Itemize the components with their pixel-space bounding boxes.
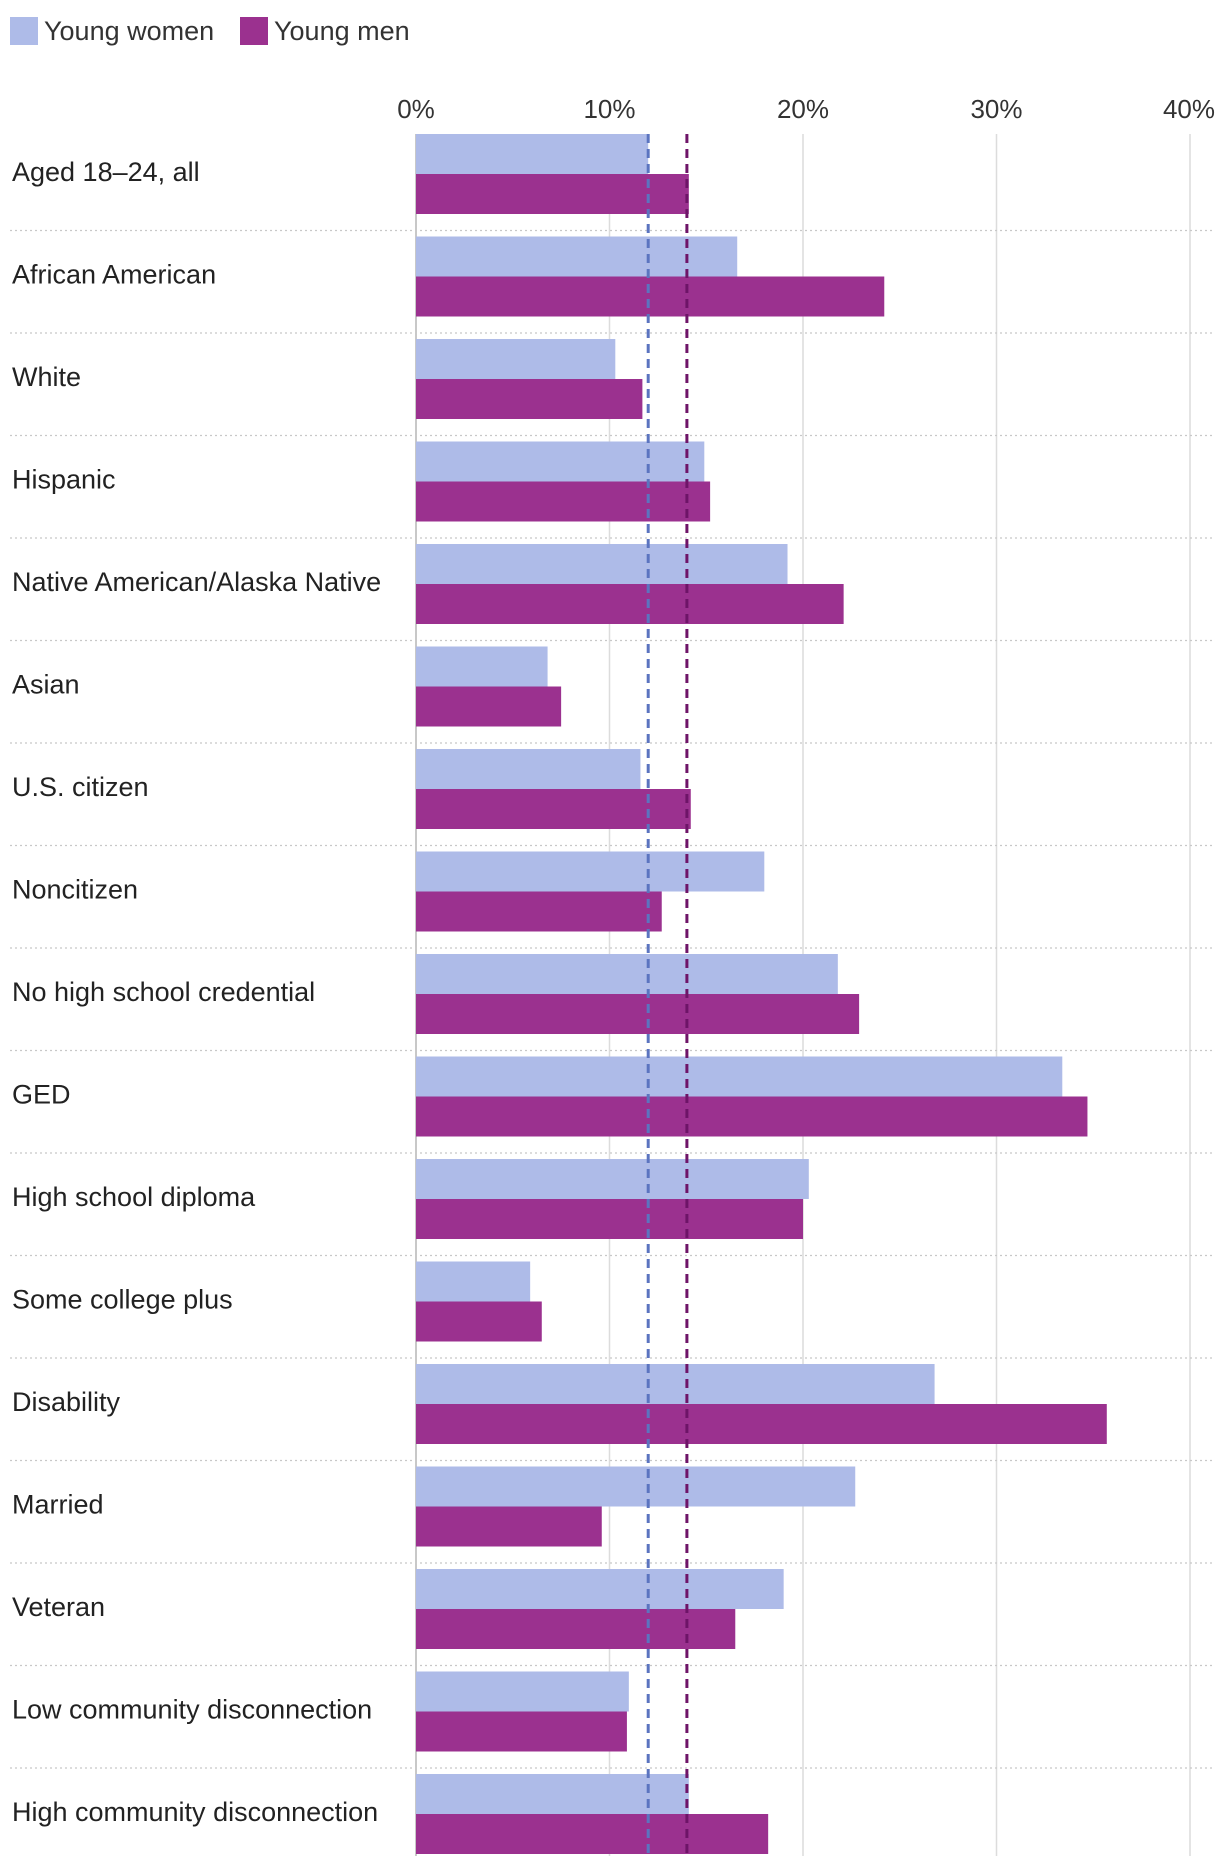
category-label: High school diploma <box>12 1182 256 1212</box>
bar-young-men-high-community-disconnection <box>416 1814 769 1854</box>
x-tick-label: 0% <box>397 94 435 124</box>
bar-young-men-ged <box>416 1096 1088 1137</box>
bar-young-men-married <box>416 1506 602 1547</box>
bar-young-women-noncitizen <box>416 851 765 892</box>
category-label: Some college plus <box>12 1285 233 1315</box>
x-tick-label: 20% <box>777 94 829 124</box>
category-label: Disability <box>12 1387 121 1417</box>
category-label: Native American/Alaska Native <box>12 567 381 597</box>
category-label: Veteran <box>12 1592 105 1622</box>
category-label: Married <box>12 1490 104 1520</box>
legend: Young women Young men <box>10 16 410 46</box>
bars <box>416 134 1107 1854</box>
bar-young-men-native-american-alaska-native <box>416 584 844 624</box>
bar-young-women-hispanic <box>416 441 705 482</box>
category-label: African American <box>12 260 216 290</box>
category-label: High community disconnection <box>12 1797 378 1827</box>
category-label: Hispanic <box>12 465 116 495</box>
bar-young-men-some-college-plus <box>416 1301 542 1342</box>
bar-young-women-asian <box>416 646 548 687</box>
bar-young-women-white <box>416 339 616 379</box>
bar-young-women-veteran <box>416 1569 784 1609</box>
bar-young-men-noncitizen <box>416 891 662 932</box>
bar-young-men-disability <box>416 1404 1107 1444</box>
bar-young-women-native-american-alaska-native <box>416 544 788 584</box>
bar-young-men-u-s-citizen <box>416 789 691 829</box>
x-axis-ticks: 0% 10% 20% 30% 40% <box>397 94 1215 124</box>
bar-young-women-african-american <box>416 236 738 277</box>
category-label: Asian <box>12 670 80 700</box>
legend-swatch-young-men <box>240 17 268 45</box>
category-labels: Aged 18–24, all African American White Hisp… <box>12 157 381 1827</box>
bar-young-women-low-community-disconnection <box>416 1671 629 1712</box>
bar-young-women-married <box>416 1466 856 1507</box>
bar-young-women-disability <box>416 1364 935 1404</box>
bar-young-men-low-community-disconnection <box>416 1711 627 1752</box>
x-tick-label: 40% <box>1163 94 1215 124</box>
bar-young-men-white <box>416 379 643 419</box>
category-label: Noncitizen <box>12 875 138 905</box>
legend-swatch-young-women <box>10 17 38 45</box>
bar-young-women-u-s-citizen <box>416 749 641 789</box>
bar-young-women-aged-18-24-all <box>416 134 649 174</box>
category-label: White <box>12 362 81 392</box>
bar-young-men-high-school-diploma <box>416 1199 803 1239</box>
x-tick-label: 30% <box>970 94 1022 124</box>
bar-young-men-veteran <box>416 1609 736 1649</box>
bar-young-women-high-community-disconnection <box>416 1774 689 1814</box>
bar-young-women-ged <box>416 1056 1063 1097</box>
bar-young-women-some-college-plus <box>416 1261 531 1302</box>
bar-young-men-african-american <box>416 276 885 317</box>
category-label: Aged 18–24, all <box>12 157 200 187</box>
category-label: U.S. citizen <box>12 772 149 802</box>
bar-young-men-asian <box>416 686 562 727</box>
bar-young-women-high-school-diploma <box>416 1159 809 1199</box>
bar-young-women-no-high-school-credential <box>416 954 838 994</box>
category-label: Low community disconnection <box>12 1695 372 1725</box>
category-label: GED <box>12 1080 71 1110</box>
legend-label-young-women: Young women <box>44 16 214 46</box>
bar-young-men-aged-18-24-all <box>416 174 689 214</box>
bar-young-men-hispanic <box>416 481 711 522</box>
row-separators <box>10 229 1215 1769</box>
reference-lines <box>646 134 689 1856</box>
x-tick-label: 10% <box>583 94 635 124</box>
bar-young-men-no-high-school-credential <box>416 994 860 1034</box>
category-label: No high school credential <box>12 977 315 1007</box>
legend-label-young-men: Young men <box>274 16 410 46</box>
